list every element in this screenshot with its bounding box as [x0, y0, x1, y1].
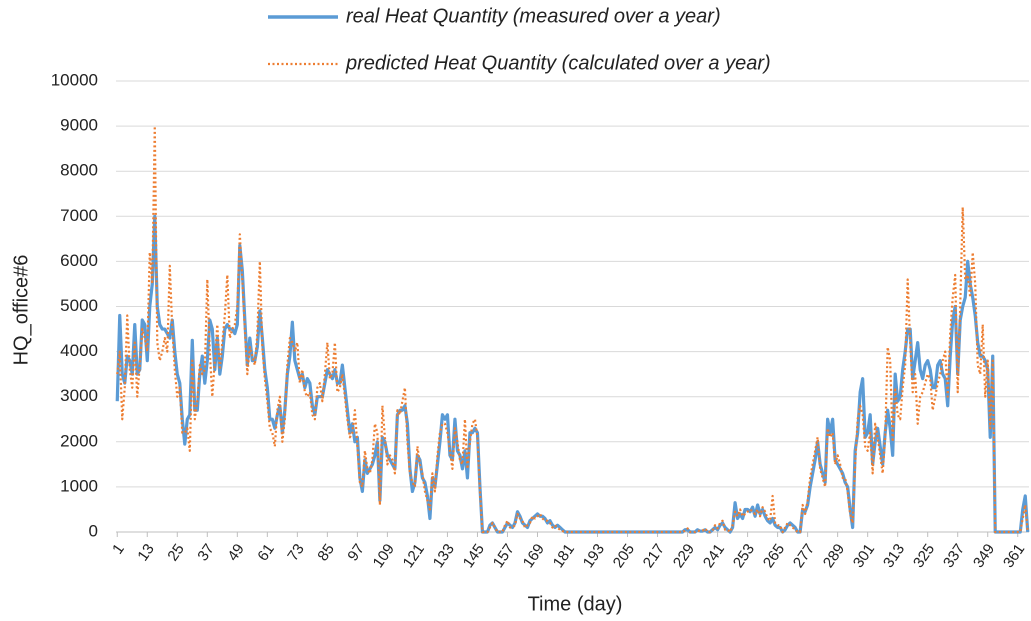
x-tick-label: 181 [550, 541, 578, 571]
x-tick-label: 121 [400, 541, 428, 571]
y-tick-label: 9000 [60, 116, 98, 135]
x-tick-label: 85 [314, 541, 337, 564]
y-tick-label: 4000 [60, 341, 98, 360]
x-tick-label: 25 [164, 541, 187, 564]
y-tick-label: 0 [89, 521, 98, 540]
x-tick-label: 361 [1000, 541, 1028, 571]
y-tick-label: 10000 [51, 70, 98, 89]
x-tick-label: 229 [670, 541, 698, 571]
y-tick-label: 7000 [60, 206, 98, 225]
x-tick-label: 205 [610, 541, 638, 571]
x-tick-label: 13 [134, 541, 157, 564]
x-tick-label: 109 [370, 541, 398, 571]
y-tick-label: 6000 [60, 251, 98, 270]
x-tick-label: 133 [430, 541, 458, 571]
legend-label: real Heat Quantity (measured over a year… [346, 5, 721, 27]
x-tick-label: 169 [520, 541, 548, 571]
series-line [115, 214, 1030, 534]
x-tick-label: 193 [580, 541, 608, 571]
x-tick-label: 349 [970, 541, 998, 571]
x-tick-label: 157 [490, 541, 518, 571]
x-tick-label: 301 [850, 541, 878, 571]
y-tick-label: 1000 [60, 476, 98, 495]
x-tick-label: 61 [254, 541, 277, 564]
x-tick-label: 325 [910, 541, 938, 571]
series-line [116, 125, 1029, 534]
x-tick-label: 277 [790, 541, 818, 571]
x-tick-label: 217 [640, 541, 668, 571]
y-axis-title: HQ_office#6 [10, 255, 32, 366]
y-tick-label: 2000 [60, 431, 98, 450]
x-tick-label: 49 [224, 541, 247, 564]
x-tick-label: 313 [880, 541, 908, 571]
x-axis-title: Time (day) [528, 593, 623, 615]
x-tick-label: 253 [730, 541, 758, 571]
x-tick-label: 337 [940, 541, 968, 571]
x-tick-label: 97 [344, 541, 367, 564]
y-tick-label: 5000 [60, 296, 98, 315]
y-tick-label: 8000 [60, 161, 98, 180]
x-tick-label: 145 [460, 541, 488, 571]
x-tick-label: 73 [284, 541, 307, 564]
x-tick-label: 289 [820, 541, 848, 571]
x-tick-label: 37 [194, 541, 217, 564]
x-tick-label: 265 [760, 541, 788, 571]
legend-label: predicted Heat Quantity (calculated over… [345, 52, 771, 74]
x-tick-label: 241 [700, 541, 728, 571]
y-tick-label: 3000 [60, 386, 98, 405]
x-tick-label: 1 [109, 541, 128, 558]
